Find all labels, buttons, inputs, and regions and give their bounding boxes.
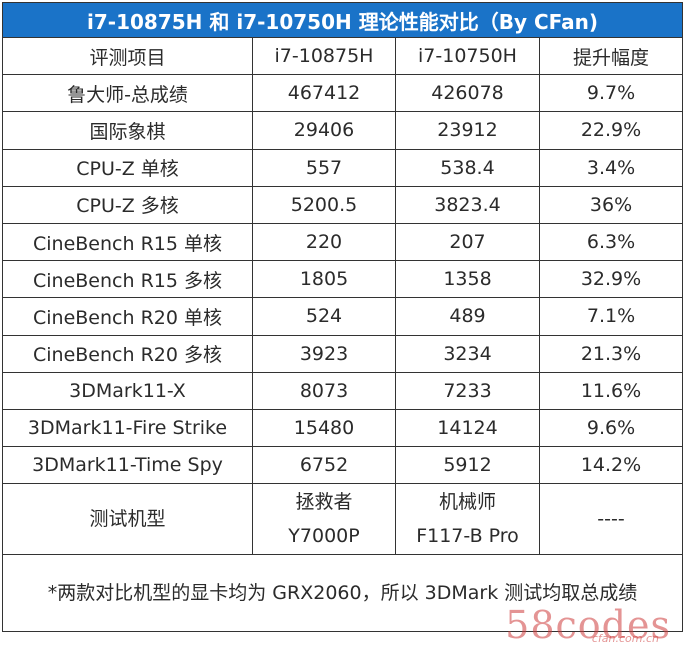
device-a-cell: 拯救者 Y7000P — [252, 483, 396, 556]
score-b-cell: 489 — [395, 297, 540, 336]
table-row: CPU-Z 多核 5200.5 3823.4 36% — [2, 185, 684, 224]
gain-cell: 22.9% — [538, 111, 684, 150]
score-a-cell: 557 — [252, 148, 396, 187]
table-row: CineBench R15 单核 220 207 6.3% — [2, 222, 684, 262]
score-b-cell: 207 — [395, 222, 540, 262]
score-b-cell: 1358 — [395, 260, 540, 299]
gain-cell: 11.6% — [538, 371, 684, 410]
gain-cell: 3.4% — [538, 148, 684, 187]
gain-cell: 32.9% — [538, 260, 684, 299]
item-cell: 3DMark11-X — [2, 371, 253, 410]
score-b-cell: 3823.4 — [395, 185, 540, 224]
header-gain: 提升幅度 — [538, 36, 684, 76]
score-a-cell: 8073 — [252, 371, 396, 410]
device-a-name: 拯救者 — [295, 491, 353, 514]
item-cell: CineBench R15 单核 — [2, 222, 253, 262]
device-label: 测试机型 — [2, 483, 253, 556]
gain-cell: 7.1% — [538, 297, 684, 336]
benchmark-table: i7-10875H 和 i7-10750H 理论性能对比（By CFan) 评测… — [1, 2, 684, 633]
table-row: 3DMark11-Fire Strike 15480 14124 9.6% — [2, 408, 684, 448]
score-a-cell: 5200.5 — [252, 185, 396, 224]
score-b-cell: 538.4 — [395, 148, 540, 187]
device-gain-cell: ---- — [538, 483, 684, 556]
gain-cell: 14.2% — [538, 446, 684, 485]
table-row: CineBench R20 单核 524 489 7.1% — [2, 297, 684, 336]
score-b-cell: 3234 — [395, 334, 540, 373]
table-row: CPU-Z 单核 557 538.4 3.4% — [2, 148, 684, 187]
score-a-cell: 15480 — [252, 408, 396, 448]
score-a-cell: 524 — [252, 297, 396, 336]
table-row: 3DMark11-X 8073 7233 11.6% — [2, 371, 684, 410]
item-cell: CineBench R20 单核 — [2, 297, 253, 336]
score-b-cell: 7233 — [395, 371, 540, 410]
table-row: CineBench R15 多核 1805 1358 32.9% — [2, 260, 684, 299]
gain-cell: 21.3% — [538, 334, 684, 373]
watermark-logo: 58codes — [505, 603, 671, 647]
gain-cell: 9.7% — [538, 74, 684, 113]
device-b-cell: 机械师 F117-B Pro — [395, 483, 540, 556]
footnote: *两款对比机型的显卡均为 GRX2060，所以 3DMark 测试均取总成绩 — [1, 554, 684, 633]
note-row: *两款对比机型的显卡均为 GRX2060，所以 3DMark 测试均取总成绩 — [1, 554, 684, 633]
item-cell: CineBench R20 多核 — [2, 334, 253, 373]
header-item: 评测项目 — [2, 36, 253, 76]
score-b-cell: 14124 — [395, 408, 540, 448]
item-cell: CPU-Z 单核 — [2, 148, 253, 187]
score-a-cell: 220 — [252, 222, 396, 262]
score-b-cell: 23912 — [395, 111, 540, 150]
item-cell: 鲁大师-总成绩 — [2, 74, 253, 113]
table-row: 国际象棋 29406 23912 22.9% — [2, 111, 684, 150]
gain-cell: 6.3% — [538, 222, 684, 262]
header-cpu-b: i7-10750H — [395, 36, 540, 76]
device-a-model: Y7000P — [288, 525, 360, 548]
item-cell: CPU-Z 多核 — [2, 185, 253, 224]
table-row: 3DMark11-Time Spy 6752 5912 14.2% — [2, 446, 684, 485]
table-row: CineBench R20 多核 3923 3234 21.3% — [2, 334, 684, 373]
score-a-cell: 29406 — [252, 111, 396, 150]
score-a-cell: 3923 — [252, 334, 396, 373]
item-cell: CineBench R15 多核 — [2, 260, 253, 299]
item-cell: 3DMark11-Time Spy — [2, 446, 253, 485]
score-a-cell: 467412 — [252, 74, 396, 113]
score-b-cell: 426078 — [395, 74, 540, 113]
watermark-url: cfan.com.cn — [591, 632, 659, 645]
item-cell: 3DMark11-Fire Strike — [2, 408, 253, 448]
device-b-name: 机械师 — [438, 491, 496, 514]
device-b-model: F117-B Pro — [416, 525, 519, 548]
score-a-cell: 6752 — [252, 446, 396, 485]
table-title: i7-10875H 和 i7-10750H 理论性能对比（By CFan) — [1, 2, 684, 38]
gain-cell: 9.6% — [538, 408, 684, 448]
device-row: 测试机型 拯救者 Y7000P 机械师 F117-B Pro ---- — [2, 483, 684, 556]
score-a-cell: 1805 — [252, 260, 396, 299]
header-row: 评测项目 i7-10875H i7-10750H 提升幅度 — [2, 36, 684, 76]
header-cpu-a: i7-10875H — [252, 36, 396, 76]
item-cell: 国际象棋 — [2, 111, 253, 150]
table-row: 鲁大师-总成绩 467412 426078 9.7% — [2, 74, 684, 113]
score-b-cell: 5912 — [395, 446, 540, 485]
gain-cell: 36% — [538, 185, 684, 224]
